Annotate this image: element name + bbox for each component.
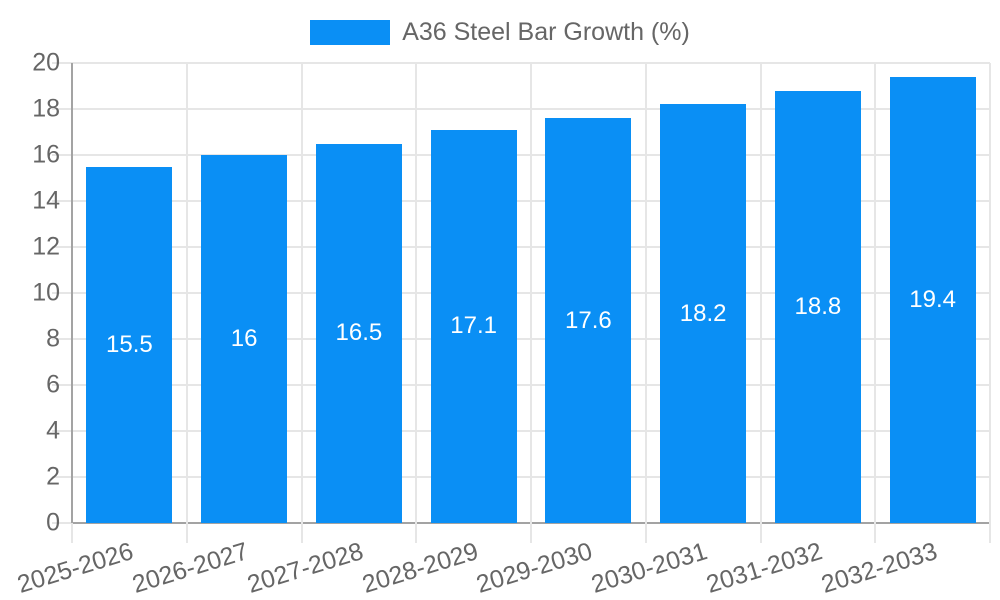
y-axis-tick: [52, 62, 72, 64]
bar-value-label: 15.5: [106, 330, 153, 358]
y-axis-line: [71, 63, 73, 523]
y-axis-label: 16: [32, 140, 60, 169]
bar[interactable]: 16: [201, 155, 288, 523]
y-axis-tick: [52, 430, 72, 432]
y-axis-label: 4: [46, 416, 60, 445]
y-axis-tick: [52, 384, 72, 386]
y-axis-tick: [52, 246, 72, 248]
bar[interactable]: 18.2: [660, 104, 747, 523]
gridline-vertical: [989, 63, 991, 523]
gridline-vertical: [300, 63, 303, 523]
y-axis-label: 14: [32, 186, 60, 215]
x-axis-tick: [71, 523, 73, 543]
gridline-vertical: [874, 63, 877, 523]
y-axis-label: 18: [32, 94, 60, 123]
x-axis-tick: [185, 523, 188, 543]
bar[interactable]: 17.6: [545, 118, 632, 523]
bar[interactable]: 16.5: [315, 143, 402, 523]
y-axis-label: 6: [46, 370, 60, 399]
y-axis-tick: [52, 200, 72, 202]
y-axis-label: 2: [46, 462, 60, 491]
bar[interactable]: 15.5: [86, 166, 173, 523]
y-axis-tick: [52, 292, 72, 294]
bar-value-label: 17.1: [450, 312, 497, 340]
y-axis-tick: [52, 338, 72, 340]
bar-value-label: 19.4: [909, 285, 956, 313]
gridline-vertical: [644, 63, 647, 523]
gridline-vertical: [530, 63, 532, 523]
y-axis-label: 8: [46, 324, 60, 353]
bar-value-label: 18.2: [679, 299, 727, 327]
y-axis-label: 12: [32, 232, 60, 261]
bar-value-label: 16.5: [335, 319, 383, 347]
gridline-vertical: [759, 63, 762, 523]
legend-color-swatch: [310, 20, 391, 45]
bar-value-label: 18.8: [794, 292, 842, 320]
plot-area: 0 2 4 6 8 10 12 14 16 18 20 15.5 2025-2026 16 2026-202…: [14, 50, 991, 599]
legend-label: A36 Steel Bar Growth (%): [402, 18, 690, 46]
bar-value-label: 16: [230, 325, 258, 352]
gridline-vertical: [185, 63, 188, 523]
x-axis-tick: [530, 523, 532, 543]
x-axis-tick: [644, 523, 647, 543]
bar[interactable]: 17.1: [430, 129, 517, 523]
x-axis-tick: [415, 523, 418, 543]
x-axis-tick: [759, 523, 762, 543]
x-axis-tick: [874, 523, 877, 543]
y-axis-label: 10: [32, 278, 60, 307]
y-axis-label: 0: [46, 508, 60, 537]
y-axis-tick: [52, 476, 72, 478]
x-axis-tick: [989, 523, 991, 543]
bar[interactable]: 18.8: [774, 90, 861, 523]
gridline-vertical: [415, 63, 418, 523]
legend-item[interactable]: A36 Steel Bar Growth (%): [0, 18, 1000, 47]
x-axis-tick: [300, 523, 303, 543]
bar[interactable]: 19.4: [889, 76, 976, 523]
y-axis-label: 20: [32, 48, 60, 77]
y-axis-tick: [52, 154, 72, 156]
y-axis-tick: [52, 108, 72, 110]
bar-value-label: 17.6: [565, 306, 612, 334]
y-axis-tick: [52, 522, 72, 524]
